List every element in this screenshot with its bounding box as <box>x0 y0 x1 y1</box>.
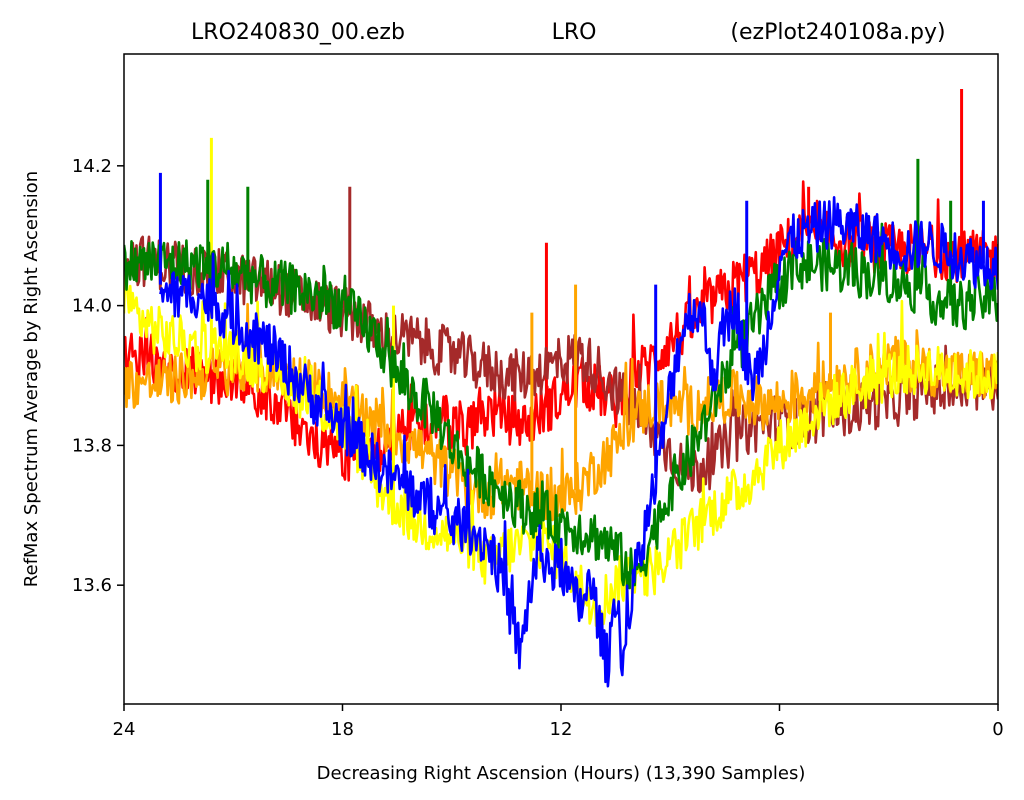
x-tick-label: 0 <box>992 719 1003 740</box>
chart-title-site: LRO <box>552 20 597 45</box>
x-tick-label: 12 <box>550 719 573 740</box>
chart-title-script: (ezPlot240108a.py) <box>730 20 945 45</box>
y-tick-label: 13.8 <box>72 435 112 456</box>
x-axis: 24 18 12 6 0 <box>113 704 1004 740</box>
series-6-line <box>159 196 998 688</box>
x-tick-label: 18 <box>331 719 354 740</box>
x-axis-label: Decreasing Right Ascension (Hours) (13,3… <box>317 763 806 784</box>
series-6 <box>158 172 998 688</box>
y-tick-label: 14.0 <box>72 296 112 317</box>
y-axis-label: RefMax Spectrum Average by Right Ascensi… <box>21 171 42 587</box>
y-tick-label: 14.2 <box>72 156 112 177</box>
y-axis: 13.6 13.8 14.0 14.2 <box>72 156 124 596</box>
x-tick-label: 24 <box>113 719 136 740</box>
series-layer <box>124 88 998 688</box>
series-5-line <box>124 222 998 591</box>
chart-title-filename: LRO240830_00.ezb <box>191 20 405 45</box>
y-tick-label: 13.6 <box>72 575 112 596</box>
x-tick-label: 6 <box>774 719 785 740</box>
